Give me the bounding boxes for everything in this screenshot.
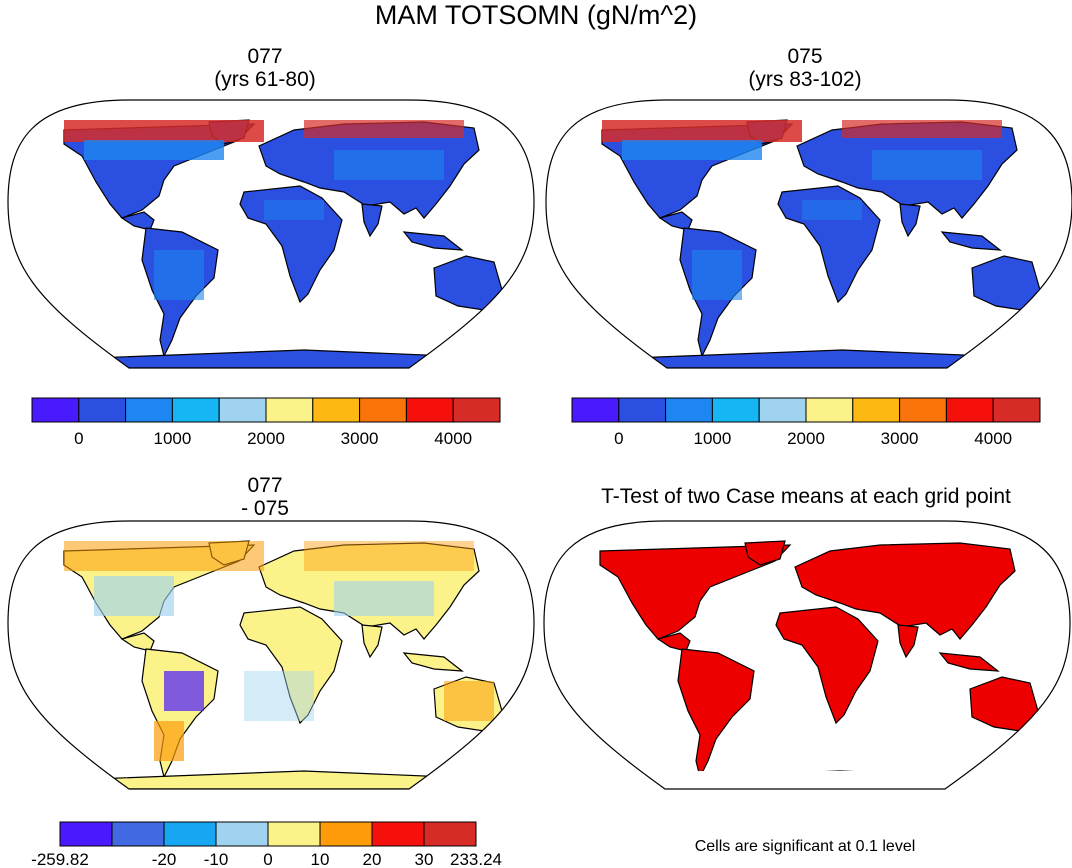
colorbar-swatch [992,397,1041,423]
colorbar-swatch [711,397,760,423]
colorbar-swatch [215,821,269,847]
panel1-title-line1: 077 [247,45,283,68]
colorbar-swatch [319,821,373,847]
colorbar-swatch [171,397,220,423]
colorbar-tick-label: 10 [311,850,330,868]
colorbar-swatch [312,397,361,423]
colorbar-tick-label: -10 [204,850,229,868]
colorbar-tick-label: 3000 [881,429,919,448]
colorbar-tick-label: 20 [363,850,382,868]
colorbar-swatch [618,397,667,423]
colorbar-swatch [267,821,321,847]
colorbar-tick-label: -20 [152,850,177,868]
map-panel-075 [545,99,1072,369]
colorbar-swatch [945,397,994,423]
colorbar-swatch [163,821,217,847]
colorbar-swatch [59,821,113,847]
colorbar-tick-label: -259.82 [31,850,89,868]
colorbar-tick-label: 1000 [153,429,191,448]
colorbar-tick-label: 4000 [974,429,1012,448]
map-panel-077 [7,99,535,369]
map-panel-ttest [543,520,1071,790]
colorbar-swatch [665,397,713,423]
colorbar-swatch [571,397,620,423]
colorbar-tick-label: 30 [415,850,434,868]
colorbar-tick-label: 233.24 [450,850,502,868]
panel1-title: 077 (yrs 61-80) [130,45,400,91]
colorbar-swatch [452,397,501,423]
panel3-title: 077 - 075 [130,474,400,520]
colorbar-075: 0 1000 2000 3000 4000 [571,397,1041,448]
panel4-title: T-Test of two Case means at each grid po… [601,485,1011,508]
colorbar-swatch [405,397,454,423]
colorbar-swatch [423,821,477,847]
panel3-title-line1: 077 [247,474,283,497]
colorbar-swatch [371,821,425,847]
colorbar-tick-label: 1000 [693,429,731,448]
colorbar-077: 0 1000 2000 3000 4000 [31,397,501,448]
panel1-title-line2: (yrs 61-80) [214,68,316,91]
colorbar-swatch [265,397,314,423]
colorbar-tick-label: 4000 [434,429,472,448]
colorbar-tick-label: 0 [74,429,83,448]
map-outline [7,99,535,369]
colorbar-tick-label: 0 [263,850,272,868]
colorbar-swatch [852,397,901,423]
figure-title: MAM TOTSOMN (gN/m^2) [374,0,698,30]
colorbar-difference: -259.82 -20 -10 0 10 20 30 233.24 [31,821,502,868]
panel2-title-line2: (yrs 83-102) [748,68,862,91]
colorbar-swatch [899,397,947,423]
colorbar-tick-label: 2000 [247,429,285,448]
panel2-title: 075 (yrs 83-102) [670,45,940,91]
panel3-title-line2: - 075 [241,497,289,520]
colorbar-swatch [125,397,173,423]
colorbar-swatch [359,397,407,423]
colorbar-swatch [111,821,165,847]
colorbar-tick-label: 2000 [787,429,825,448]
colorbar-swatch [805,397,854,423]
colorbar-swatch [758,397,807,423]
ttest-footnote: Cells are significant at 0.1 level [694,838,916,855]
colorbar-swatch [218,397,267,423]
map-panel-difference [7,520,535,790]
panel2-title-line1: 075 [787,45,823,68]
colorbar-swatch [78,397,127,423]
colorbar-tick-label: 0 [614,429,623,448]
colorbar-tick-label: 3000 [341,429,379,448]
map-outline [7,520,535,790]
colorbar-swatch [31,397,80,423]
map-outline [543,520,1071,790]
